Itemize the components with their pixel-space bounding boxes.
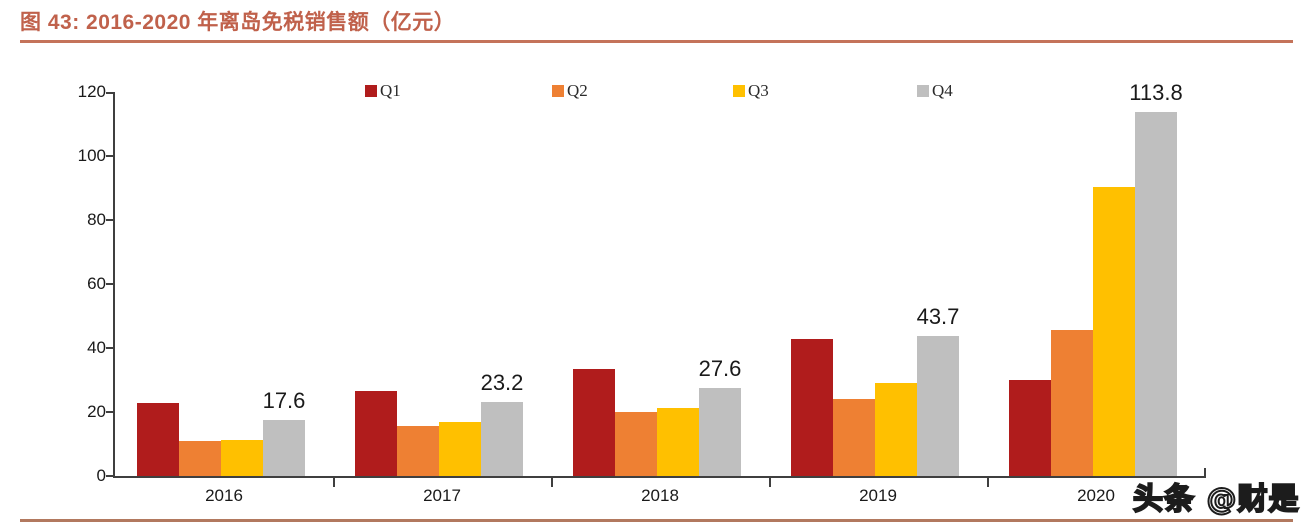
figure-header: 图 43: 2016-2020 年离岛免税销售额（亿元）: [0, 0, 1313, 46]
data-label-2020: 113.8: [1129, 79, 1183, 105]
chart-legend: Q1 Q2 Q3 Q4: [0, 78, 1313, 104]
legend-item-q1[interactable]: Q1: [365, 78, 401, 104]
legend-swatch-icon: [552, 85, 564, 97]
y-axis-tick-mark: [106, 283, 114, 285]
x-axis-category-label: 2018: [641, 486, 679, 505]
bar-2017-q2[interactable]: [397, 426, 439, 476]
x-axis-category-label: 2019: [859, 486, 897, 505]
y-axis-tick-label: 20: [87, 402, 106, 421]
legend-label: Q2: [567, 81, 588, 100]
bar-2016-q4[interactable]: [263, 419, 305, 476]
bar-2018-q3[interactable]: [657, 408, 699, 476]
bar-2018-q2[interactable]: [615, 412, 657, 476]
bar-2020-q3[interactable]: [1093, 187, 1135, 476]
legend-label: Q3: [748, 81, 769, 100]
y-axis-tick-mark: [106, 411, 114, 413]
y-axis-tick-mark: [106, 219, 114, 221]
bar-2019-q1[interactable]: [791, 339, 833, 476]
bar-2020-q2[interactable]: [1051, 330, 1093, 476]
page-title: 图 43: 2016-2020 年离岛免税销售额（亿元）: [20, 11, 456, 34]
bar-2016-q1[interactable]: [137, 403, 179, 476]
data-label-2019: 43.7: [916, 304, 960, 330]
x-axis-category-label: 2016: [205, 486, 243, 505]
x-axis-category-label: 2020: [1077, 486, 1115, 505]
y-axis-tick-mark: [106, 475, 114, 477]
y-axis-tick-mark: [106, 155, 114, 157]
x-axis-right-cap: [1204, 468, 1206, 478]
x-axis-category-label: 2017: [423, 486, 461, 505]
bar-2019-q3[interactable]: [875, 382, 917, 476]
y-axis-tick-label: 120: [77, 82, 106, 101]
bar-2016-q3[interactable]: [221, 439, 263, 476]
bar-chart: Q1 Q2 Q3 Q4 0 20 40 60 80 100 120 17.6 23.2 27.6 43.…: [0, 46, 1313, 519]
y-axis-top-cap: [106, 92, 114, 94]
legend-label: Q4: [932, 81, 953, 100]
legend-item-q4[interactable]: Q4: [917, 78, 953, 104]
bar-2017-q1[interactable]: [355, 391, 397, 476]
data-label-2017: 23.2: [480, 369, 524, 395]
y-axis-tick-label: 80: [87, 210, 106, 229]
bar-2017-q4[interactable]: [481, 401, 523, 476]
title-divider: [20, 40, 1293, 43]
y-axis-tick-mark: [106, 347, 114, 349]
bar-2020-q4[interactable]: [1135, 111, 1177, 476]
y-axis: 0 20 40 60 80 100 120: [44, 46, 106, 519]
plot-area: 17.6 23.2 27.6 43.7 113.8: [0, 46, 1313, 519]
legend-swatch-icon: [917, 85, 929, 97]
legend-item-q2[interactable]: Q2: [552, 78, 588, 104]
bar-2017-q3[interactable]: [439, 422, 481, 476]
x-axis-line: [113, 476, 1206, 478]
x-axis-tick-mark: [551, 478, 553, 487]
bar-2018-q4[interactable]: [699, 387, 741, 476]
bar-2019-q2[interactable]: [833, 399, 875, 476]
bottom-divider: [20, 519, 1293, 522]
x-axis-tick-mark: [987, 478, 989, 487]
legend-label: Q1: [380, 81, 401, 100]
x-axis-tick-mark: [769, 478, 771, 487]
legend-swatch-icon: [733, 85, 745, 97]
bar-2016-q2[interactable]: [179, 441, 221, 476]
data-label-2016: 17.6: [262, 387, 306, 413]
bar-2020-q1[interactable]: [1009, 379, 1051, 476]
y-axis-line: [113, 92, 115, 478]
bar-2019-q4[interactable]: [917, 336, 959, 476]
bar-2018-q1[interactable]: [573, 369, 615, 476]
y-axis-tick-label: 0: [96, 466, 106, 485]
legend-item-q3[interactable]: Q3: [733, 78, 769, 104]
y-axis-tick-label: 100: [77, 146, 106, 165]
x-axis-tick-mark: [333, 478, 335, 487]
legend-swatch-icon: [365, 85, 377, 97]
y-axis-tick-label: 40: [87, 338, 106, 357]
y-axis-tick-label: 60: [87, 274, 106, 293]
data-label-2018: 27.6: [698, 355, 742, 381]
